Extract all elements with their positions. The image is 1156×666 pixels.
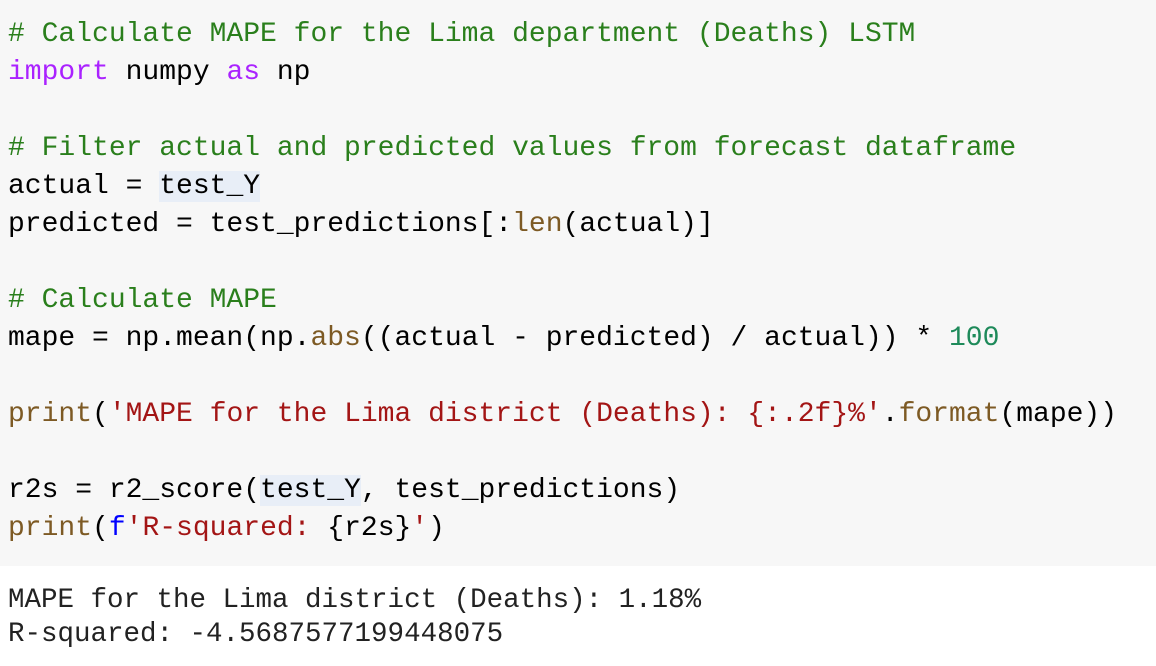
code-token: print bbox=[8, 399, 93, 430]
code-token: format bbox=[898, 399, 1000, 430]
code-token: . bbox=[881, 399, 899, 430]
code-line: mape = np.mean(np.abs((actual - predicte… bbox=[8, 320, 1156, 358]
code-token: f bbox=[108, 513, 126, 544]
code-line: # Calculate MAPE bbox=[8, 282, 1156, 320]
code-token: len bbox=[512, 209, 563, 240]
code-token: numpy bbox=[108, 57, 227, 88]
code-cell: # Calculate MAPE for the Lima department… bbox=[8, 16, 1156, 548]
code-token: actual = bbox=[8, 171, 160, 202]
code-token: mape = np.mean(np. bbox=[8, 323, 311, 354]
code-line: r2s = r2_score(test_Y, test_predictions) bbox=[8, 472, 1156, 510]
code-line: actual = test_Y bbox=[8, 168, 1156, 206]
code-token: # Calculate MAPE for the Lima department… bbox=[8, 19, 916, 50]
code-token: print bbox=[8, 513, 93, 544]
code-token: import bbox=[8, 57, 109, 88]
output-line: MAPE for the Lima district (Deaths): 1.1… bbox=[8, 585, 702, 616]
code-line bbox=[8, 92, 1156, 130]
code-token: predicted = test_predictions[: bbox=[8, 209, 513, 240]
code-token: {r2s} bbox=[327, 513, 412, 544]
code-token: 100 bbox=[948, 323, 1000, 354]
code-token: ( bbox=[92, 399, 109, 430]
code-token: abs bbox=[310, 323, 361, 354]
code-token: ) bbox=[428, 513, 445, 544]
code-token: ((actual - predicted) / actual)) * bbox=[360, 323, 949, 354]
code-line bbox=[8, 358, 1156, 396]
code-token: r2s = r2_score( bbox=[8, 475, 261, 506]
code-token: # Filter actual and predicted values fro… bbox=[8, 133, 1017, 164]
code-line: import numpy as np bbox=[8, 54, 1156, 92]
code-token: (actual)] bbox=[562, 209, 714, 240]
code-line: print('MAPE for the Lima district (Death… bbox=[8, 396, 1156, 434]
code-token: 'MAPE for the Lima district (Deaths): {:… bbox=[108, 399, 882, 430]
code-token: ' bbox=[411, 513, 429, 544]
code-line: print(f'R-squared: {r2s}') bbox=[8, 510, 1156, 548]
code-token: as bbox=[226, 57, 261, 88]
code-line: # Calculate MAPE for the Lima department… bbox=[8, 16, 1156, 54]
code-line: predicted = test_predictions[:len(actual… bbox=[8, 206, 1156, 244]
code-line bbox=[8, 244, 1156, 282]
code-token: 'R-squared: bbox=[125, 513, 328, 544]
code-token: test_Y bbox=[159, 171, 261, 202]
code-token: # Calculate MAPE bbox=[8, 285, 277, 316]
output-area: MAPE for the Lima district (Deaths): 1.1… bbox=[0, 566, 1156, 652]
code-line bbox=[8, 434, 1156, 472]
code-token: ( bbox=[92, 513, 109, 544]
code-token: (mape)) bbox=[999, 399, 1118, 430]
code-token: , test_predictions) bbox=[360, 475, 681, 506]
code-token: np bbox=[260, 57, 311, 88]
code-token: test_Y bbox=[260, 475, 361, 506]
output-line: R-squared: -4.5687577199448075 bbox=[8, 619, 504, 650]
code-line: # Filter actual and predicted values fro… bbox=[8, 130, 1156, 168]
